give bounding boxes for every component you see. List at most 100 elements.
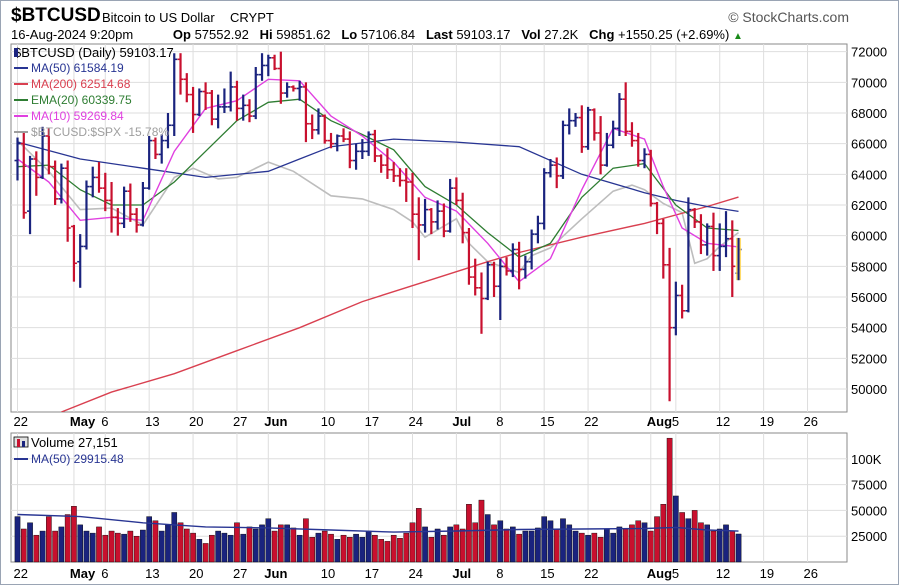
price-y-tick-label: 62000 bbox=[851, 198, 887, 213]
price-bar bbox=[723, 211, 730, 258]
price-bar bbox=[672, 281, 679, 336]
volume-bar bbox=[679, 512, 685, 563]
price-bar bbox=[547, 159, 554, 178]
volume-bar bbox=[716, 528, 723, 563]
copyright-text[interactable]: © StockCharts.com bbox=[728, 9, 849, 25]
volume-bar bbox=[140, 529, 146, 563]
price-x-tick-label: 24 bbox=[409, 414, 423, 429]
volume-bar bbox=[572, 530, 579, 563]
price-bar bbox=[315, 108, 322, 135]
price-bar bbox=[133, 208, 140, 233]
volume-x-tick-label: 27 bbox=[233, 566, 247, 581]
volume-bar bbox=[52, 530, 58, 563]
volume-bar bbox=[296, 534, 303, 563]
volume-bar bbox=[171, 512, 178, 563]
volume-bar bbox=[33, 534, 40, 563]
price-bar bbox=[277, 51, 284, 104]
volume-bar bbox=[252, 528, 259, 563]
volume-x-tick-label: 13 bbox=[145, 566, 159, 581]
price-bar bbox=[390, 162, 397, 182]
price-bar bbox=[302, 82, 309, 143]
volume-bar bbox=[340, 534, 347, 563]
volume-x-tick-label: 10 bbox=[321, 566, 335, 581]
volume-x-tick-label: Jun bbox=[264, 566, 287, 581]
price-bar bbox=[453, 177, 460, 205]
price-bar bbox=[108, 182, 115, 233]
price-bar bbox=[516, 241, 523, 290]
price-bar bbox=[616, 93, 623, 136]
volume-bar bbox=[158, 530, 165, 563]
price-bar bbox=[603, 132, 610, 167]
price-bar bbox=[422, 198, 429, 233]
volume-bar bbox=[102, 534, 109, 563]
volume-bar bbox=[221, 532, 228, 563]
volume-bar bbox=[183, 528, 190, 563]
price-bar bbox=[190, 86, 197, 133]
volume-x-tick-label: 12 bbox=[716, 566, 730, 581]
price-bar bbox=[585, 106, 592, 150]
volume-bar bbox=[58, 526, 65, 563]
volume-x-tick-label: 26 bbox=[804, 566, 818, 581]
price-bar bbox=[491, 261, 498, 297]
volume-bar bbox=[604, 528, 610, 563]
volume-bar bbox=[384, 541, 391, 563]
volume-bar bbox=[209, 534, 215, 563]
price-stats-bar: 16-Aug-2024 9:20pm Op 57552.92 Hi 59851.… bbox=[11, 27, 743, 42]
price-bar bbox=[89, 166, 96, 198]
volume-x-tick-label: 6 bbox=[101, 566, 108, 581]
legend-entry-label: MA(50) 61584.19 bbox=[31, 61, 124, 75]
volume-bar bbox=[347, 537, 353, 563]
price-bar bbox=[572, 113, 579, 127]
volume-bar bbox=[698, 522, 704, 563]
price-bar bbox=[139, 182, 146, 227]
price-x-tick-label: 12 bbox=[716, 414, 730, 429]
volume-x-tick-label: 22 bbox=[14, 566, 28, 581]
volume-bar bbox=[516, 533, 522, 563]
price-bar bbox=[102, 172, 109, 212]
price-bar bbox=[58, 163, 65, 204]
ratio-series-line bbox=[16, 140, 739, 274]
volume-bar bbox=[196, 539, 203, 563]
price-bar bbox=[635, 132, 642, 167]
price-bar bbox=[127, 183, 134, 222]
date-stamp: 16-Aug-2024 9:20pm bbox=[11, 27, 134, 42]
volume-bar bbox=[472, 522, 479, 563]
volume-bar bbox=[278, 524, 284, 563]
price-bar bbox=[666, 247, 673, 402]
volume-bar bbox=[591, 532, 598, 563]
price-bar bbox=[553, 157, 560, 189]
price-bar bbox=[114, 208, 121, 236]
volume-bar bbox=[328, 533, 334, 563]
price-bar bbox=[597, 116, 604, 175]
price-bar bbox=[428, 208, 435, 235]
symbol-title: $BTCUSD bbox=[11, 5, 101, 26]
price-bar bbox=[503, 257, 510, 276]
volume-bar bbox=[353, 533, 359, 563]
price-y-tick-label: 72000 bbox=[851, 45, 887, 60]
price-y-tick-label: 52000 bbox=[851, 351, 887, 366]
price-y-tick-label: 56000 bbox=[851, 290, 887, 305]
low-label: Lo bbox=[341, 27, 358, 42]
volume-bar bbox=[259, 524, 265, 563]
price-bar bbox=[271, 54, 278, 71]
price-bar bbox=[628, 122, 635, 147]
price-bar bbox=[566, 108, 573, 135]
volume-bar bbox=[673, 495, 679, 563]
volume-bar bbox=[541, 516, 547, 563]
volume-bar bbox=[89, 532, 96, 563]
volume-bar bbox=[115, 532, 121, 563]
price-bar bbox=[716, 223, 723, 271]
price-x-tick-label: 20 bbox=[189, 414, 203, 429]
price-y-tick-label: 60000 bbox=[851, 229, 887, 244]
volume-bar bbox=[622, 528, 629, 563]
price-bar bbox=[346, 131, 353, 169]
legend-entry-label: MA(200) 62514.68 bbox=[31, 77, 131, 91]
price-bar bbox=[321, 114, 328, 144]
ma50-series-line bbox=[17, 138, 739, 213]
volume-y-tick-label: 50000 bbox=[851, 503, 887, 518]
volume-bar bbox=[390, 534, 397, 563]
price-bar bbox=[403, 168, 410, 202]
price-bar bbox=[208, 90, 215, 126]
price-bar bbox=[484, 261, 491, 301]
